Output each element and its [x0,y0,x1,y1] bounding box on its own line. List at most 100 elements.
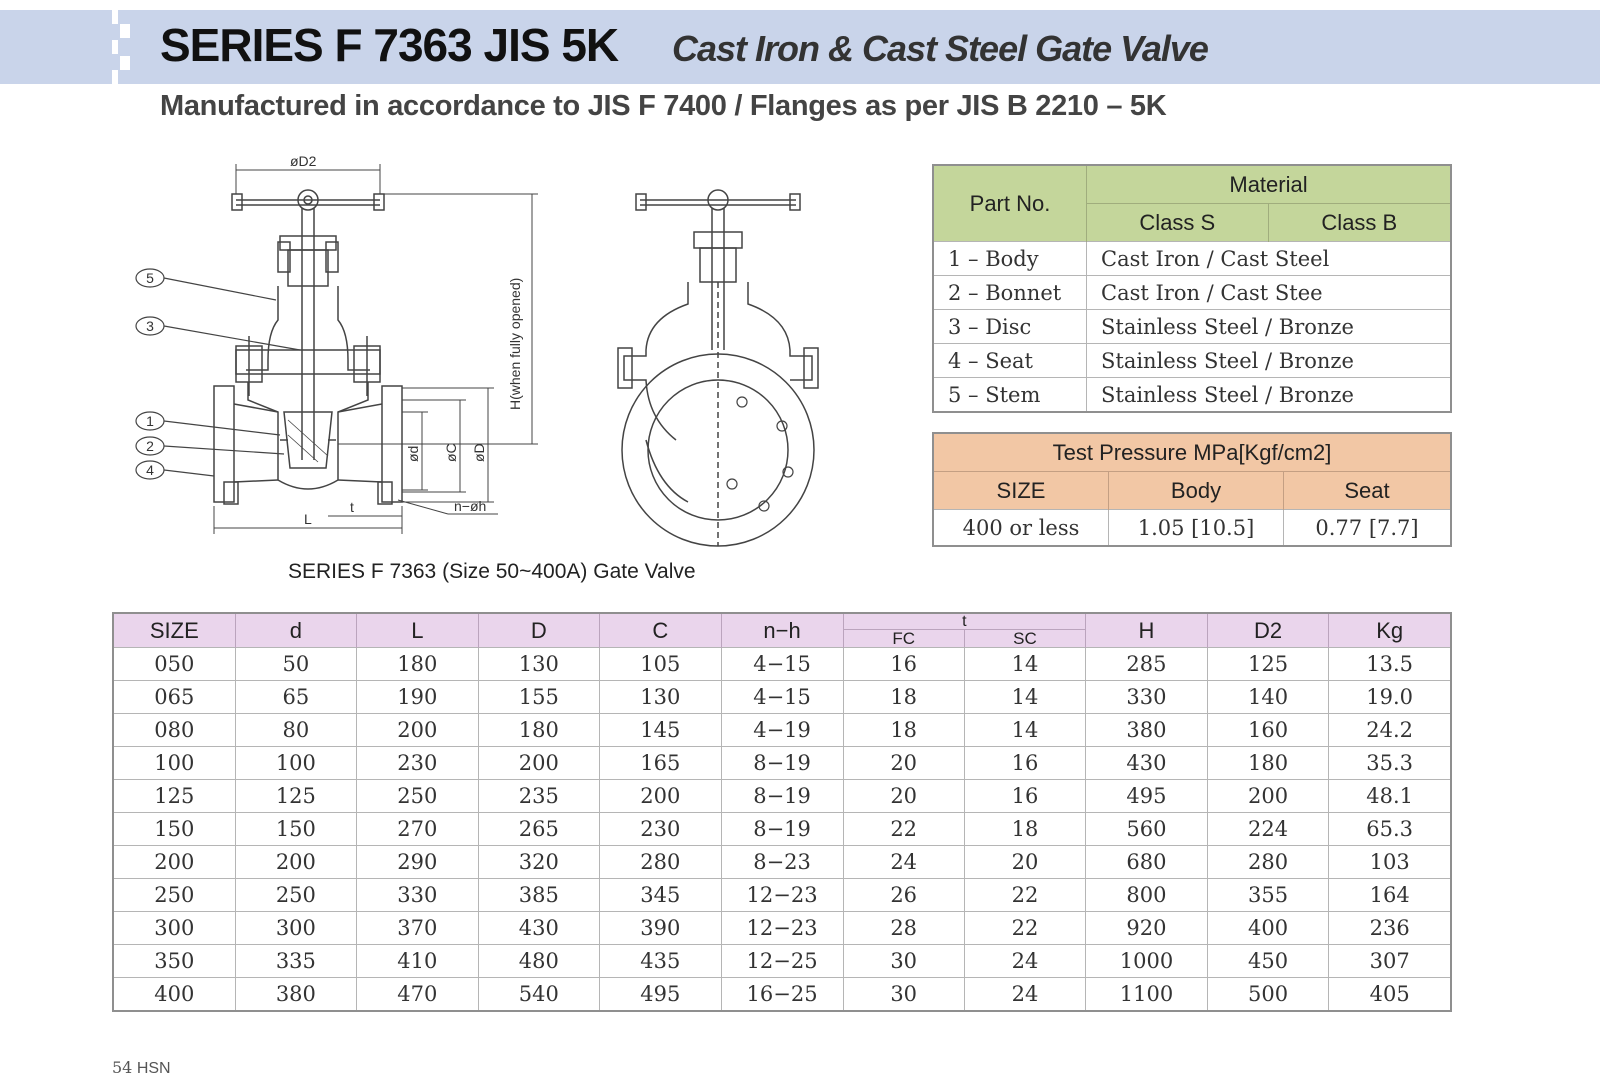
table-cell: 155 [478,680,601,714]
page-title: SERIES F 7363 JIS 5K [160,19,619,71]
table-cell: 35.3 [1328,746,1451,780]
table-cell: 330 [356,878,479,912]
table-cell: 560 [1085,812,1208,846]
table-cell: 200 [599,779,722,813]
table-row: 400 380 470 540 495 16−25 30 24 1100 500 405 [113,977,1451,1011]
label-c: øC [443,443,459,462]
table-cell: 12−25 [721,944,844,978]
label-t: t [350,499,354,515]
table-cell: 920 [1085,911,1208,945]
table-row: 050 50 180 130 105 4−15 16 14 285 125 13.5 [113,647,1451,681]
tp-size-cell: 400 or less [933,509,1109,546]
col-header: Kg [1328,613,1451,648]
table-cell: 300 [235,911,358,945]
table-cell: 28 [843,911,965,945]
material-cell: Cast Iron / Cast Stee [1086,275,1451,310]
t-sc-header: SC [1013,629,1037,648]
table-cell: 145 [599,713,722,747]
table-cell: 24 [964,944,1087,978]
table-cell: 180 [1207,746,1330,780]
table-cell: 18 [964,812,1087,846]
table-cell: 14 [964,680,1087,714]
table-cell: 680 [1085,845,1208,879]
table-cell: 24 [843,845,965,879]
label-nh: n−øh [454,498,486,514]
part-cell: 2 – Bonnet [933,275,1087,310]
material-cell: Stainless Steel / Bronze [1086,343,1451,378]
table-cell: 250 [235,878,358,912]
table-row: 200 200 290 320 280 8−23 24 20 680 280 103 [113,845,1451,879]
table-row: 5 – Stem Stainless Steel / Bronze [933,377,1451,412]
callout-3: 1 [146,413,154,429]
table-cell: 285 [1085,647,1208,681]
table-cell: 22 [843,812,965,846]
table-cell: 050 [113,647,236,681]
test-pressure-title: Test Pressure MPa[Kgf/cm2] [933,432,1451,472]
table-cell: 4−15 [721,680,844,714]
table-cell: 125 [235,779,358,813]
t-header: t FC SC [843,613,1087,648]
table-cell: 540 [478,977,601,1011]
col-header: d [235,613,358,648]
table-cell: 160 [1207,713,1330,747]
callout-4: 2 [146,438,154,454]
table-cell: 24 [964,977,1087,1011]
table-row: 100 100 230 200 165 8−19 20 16 430 180 35.3 [113,746,1451,780]
label-dd: øD [471,443,487,462]
class-s-header: Class S [1086,203,1269,242]
table-cell: 22 [964,878,1087,912]
table-cell: 103 [1328,845,1451,879]
table-cell: 200 [356,713,479,747]
col-header: L [356,613,479,648]
table-cell: 26 [843,878,965,912]
label-h: H(when fully opened) [507,278,523,410]
table-cell: 450 [1207,944,1330,978]
col-header: n−h [721,613,844,648]
table-cell: 307 [1328,944,1451,978]
table-cell: 410 [356,944,479,978]
table-cell: 165 [599,746,722,780]
table-cell: 12−23 [721,911,844,945]
class-b-header: Class B [1268,203,1451,242]
table-cell: 8−19 [721,746,844,780]
table-cell: 19.0 [1328,680,1451,714]
table-row: 400 or less 1.05 [10.5] 0.77 [7.7] [933,509,1451,546]
table-cell: 105 [599,647,722,681]
label-d: ød [405,446,421,462]
part-no-header: Part No. [933,164,1087,242]
table-cell: 230 [599,812,722,846]
table-cell: 405 [1328,977,1451,1011]
table-cell: 200 [113,845,236,879]
table-cell: 65.3 [1328,812,1451,846]
part-cell: 1 – Body [933,241,1087,276]
test-pressure-table: Test Pressure MPa[Kgf/cm2] SIZE Body Sea… [932,432,1452,547]
brand-name: HSN [136,1060,171,1077]
table-cell: 470 [356,977,479,1011]
table-row: 1 – Body Cast Iron / Cast Steel [933,241,1451,276]
t-fc-header: FC [844,630,965,647]
table-cell: 18 [843,713,965,747]
table-cell: 385 [478,878,601,912]
part-cell: 3 – Disc [933,309,1087,344]
table-cell: 14 [964,647,1087,681]
dimension-table: SIZE d L D C n−h t FC SC H D2 Kg 050 50 18… [112,612,1452,1012]
table-cell: 250 [113,878,236,912]
col-header: D2 [1207,613,1330,648]
table-row: 080 80 200 180 145 4−19 18 14 380 160 24.2 [113,713,1451,747]
table-cell: 180 [478,713,601,747]
table-cell: 355 [1207,878,1330,912]
table-cell: 330 [1085,680,1208,714]
tp-size-header: SIZE [933,471,1109,510]
table-cell: 345 [599,878,722,912]
page-subtitle: Cast Iron & Cast Steel Gate Valve [672,28,1209,69]
table-cell: 300 [113,911,236,945]
col-header: SIZE [113,613,236,648]
table-cell: 14 [964,713,1087,747]
table-cell: 270 [356,812,479,846]
table-cell: 125 [1207,647,1330,681]
page-number: 54 [112,1058,133,1077]
callout-5: 4 [146,462,154,478]
label-d2: øD2 [290,153,317,169]
table-cell: 370 [356,911,479,945]
table-cell: 400 [1207,911,1330,945]
